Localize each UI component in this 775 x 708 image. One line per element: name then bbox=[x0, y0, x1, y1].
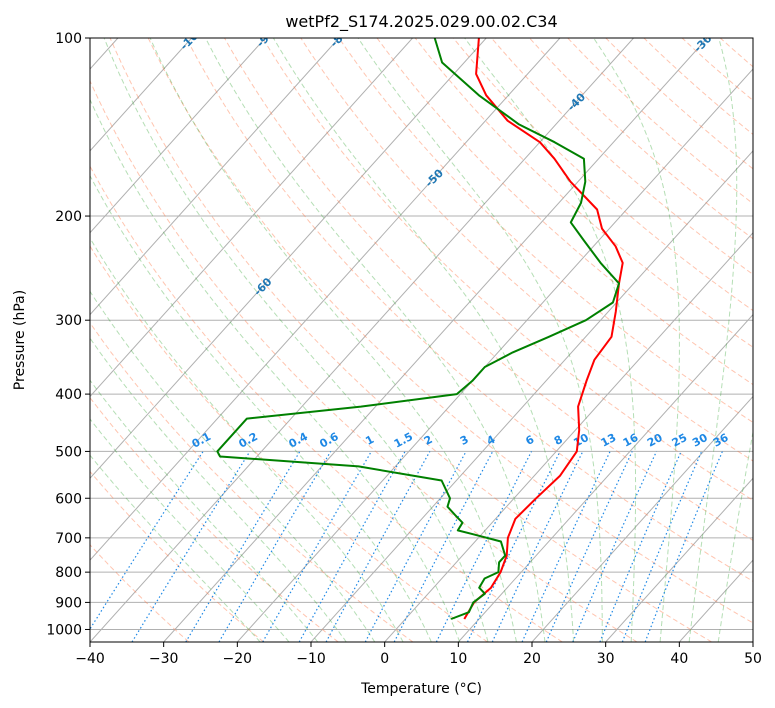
isotherm-line bbox=[90, 38, 192, 152]
isotherm-line bbox=[90, 38, 340, 316]
mixing-ratio-label: 16 bbox=[621, 431, 641, 450]
temperature-profile-line bbox=[463, 38, 624, 620]
moist-adiabat-line bbox=[149, 38, 517, 642]
dewpoint-profile-line bbox=[216, 38, 620, 620]
dry-adiabat-line bbox=[262, 38, 753, 501]
mixing-ratio-line bbox=[131, 451, 251, 642]
isotherm-line bbox=[236, 68, 753, 642]
dry-adiabat-line bbox=[109, 38, 712, 642]
y-tick-label: 400 bbox=[55, 387, 82, 403]
mixing-ratio-line bbox=[262, 451, 372, 642]
y-tick-label: 1000 bbox=[46, 622, 82, 638]
moist-adiabat-line bbox=[205, 38, 546, 642]
isotherm-line bbox=[531, 395, 753, 642]
dry-adiabat-line bbox=[185, 38, 753, 582]
x-tick-label: 20 bbox=[523, 651, 541, 667]
dry-adiabat-line bbox=[338, 38, 753, 424]
moist-adiabat-line bbox=[272, 38, 575, 642]
chart-title: wetPf2_S174.2025.029.00.02.C34 bbox=[285, 12, 557, 32]
x-tick-label: 40 bbox=[670, 651, 688, 667]
moist-adiabat-line bbox=[90, 418, 290, 642]
plot-frame bbox=[89, 37, 754, 643]
x-tick-label: −30 bbox=[149, 651, 179, 667]
moist-adiabat-line bbox=[717, 429, 753, 642]
isotherm-line bbox=[605, 477, 753, 642]
moist-adiabat-line bbox=[593, 38, 680, 642]
isotherm-line bbox=[90, 38, 634, 642]
x-axis-title: Temperature (°C) bbox=[360, 681, 482, 697]
isotherm-line bbox=[457, 313, 753, 642]
moist-adiabat-line bbox=[90, 98, 461, 642]
isotherm-line bbox=[90, 38, 266, 234]
mixing-ratio-label: 36 bbox=[711, 431, 731, 450]
y-tick-label: 100 bbox=[55, 31, 82, 47]
axis-layer: −40 −30 −20 −10 0 10 20 30 40 50 1000 900 800 700 600 5… bbox=[46, 31, 762, 667]
x-tick-label: 30 bbox=[597, 651, 615, 667]
moist-adiabat-line bbox=[90, 237, 404, 642]
isotherm-line bbox=[163, 38, 708, 642]
mixing-ratio-label: 25 bbox=[670, 431, 690, 450]
moist-adiabat-line bbox=[90, 174, 432, 642]
moist-adiabat-line bbox=[688, 38, 738, 642]
dry-adiabat-line bbox=[90, 470, 264, 642]
mixing-ratio-line bbox=[572, 451, 658, 642]
x-tick-label: −40 bbox=[75, 651, 105, 667]
y-tick-label: 500 bbox=[55, 444, 82, 460]
x-tick-label: 0 bbox=[380, 651, 389, 667]
mixing-ratio-line bbox=[599, 451, 682, 642]
y-tick-label: 300 bbox=[55, 313, 82, 329]
moist-adiabat-line bbox=[357, 38, 603, 642]
dry-adiabat-line bbox=[452, 38, 753, 312]
mixing-ratio-line bbox=[644, 451, 723, 642]
isotherm-line bbox=[90, 38, 561, 561]
mixing-ratio-line bbox=[298, 451, 406, 642]
plot-area: 0.1 0.2 0.4 0.6 1 1.5 2 3 4 6 8 10 13 16 20 25 30 36-100-… bbox=[90, 26, 753, 642]
x-tick-label: −20 bbox=[223, 651, 253, 667]
isotherm-label: -90 bbox=[254, 26, 277, 49]
mixing-ratio-line bbox=[621, 451, 703, 642]
y-tick-label: 800 bbox=[55, 565, 82, 581]
y-axis-title: Pressure (hPa) bbox=[12, 290, 28, 390]
mixing-ratio-line bbox=[325, 451, 431, 642]
dry-adiabat-line bbox=[376, 38, 753, 386]
mixing-ratio-label: 13 bbox=[599, 431, 619, 450]
isotherm-line bbox=[90, 38, 487, 480]
x-tick-label: −10 bbox=[296, 651, 326, 667]
mixing-ratio-line bbox=[435, 451, 533, 642]
moist-adiabat-line bbox=[464, 38, 637, 642]
mixing-ratio-label: 20 bbox=[645, 431, 665, 450]
dry-adiabat-line bbox=[90, 322, 414, 642]
y-tick-label: 700 bbox=[55, 531, 82, 547]
isotherm-line bbox=[90, 38, 413, 398]
isotherm-label: -80 bbox=[328, 26, 351, 49]
y-tick-label: 600 bbox=[55, 491, 82, 507]
moist-adiabat-line bbox=[90, 454, 261, 642]
isotherm-line bbox=[310, 150, 753, 642]
dry-adiabat-line bbox=[147, 38, 753, 624]
dry-adiabat-line bbox=[90, 79, 638, 642]
x-tick-label: 10 bbox=[449, 651, 467, 667]
dry-adiabat-line bbox=[90, 245, 488, 642]
mixing-ratio-label: 10 bbox=[571, 431, 591, 450]
moist-adiabat-line bbox=[90, 379, 319, 642]
y-tick-label: 200 bbox=[55, 209, 82, 225]
mixing-ratio-line bbox=[545, 451, 633, 642]
mixing-ratio-label: 30 bbox=[690, 431, 710, 450]
dry-adiabat-line bbox=[224, 38, 753, 541]
mixing-ratio-line bbox=[90, 451, 204, 631]
y-tick-label: 900 bbox=[55, 595, 82, 611]
dry-adiabat-line bbox=[90, 165, 563, 642]
isotherm-line bbox=[384, 231, 753, 642]
x-tick-label: 50 bbox=[744, 651, 762, 667]
moist-adiabat-line bbox=[90, 290, 376, 642]
